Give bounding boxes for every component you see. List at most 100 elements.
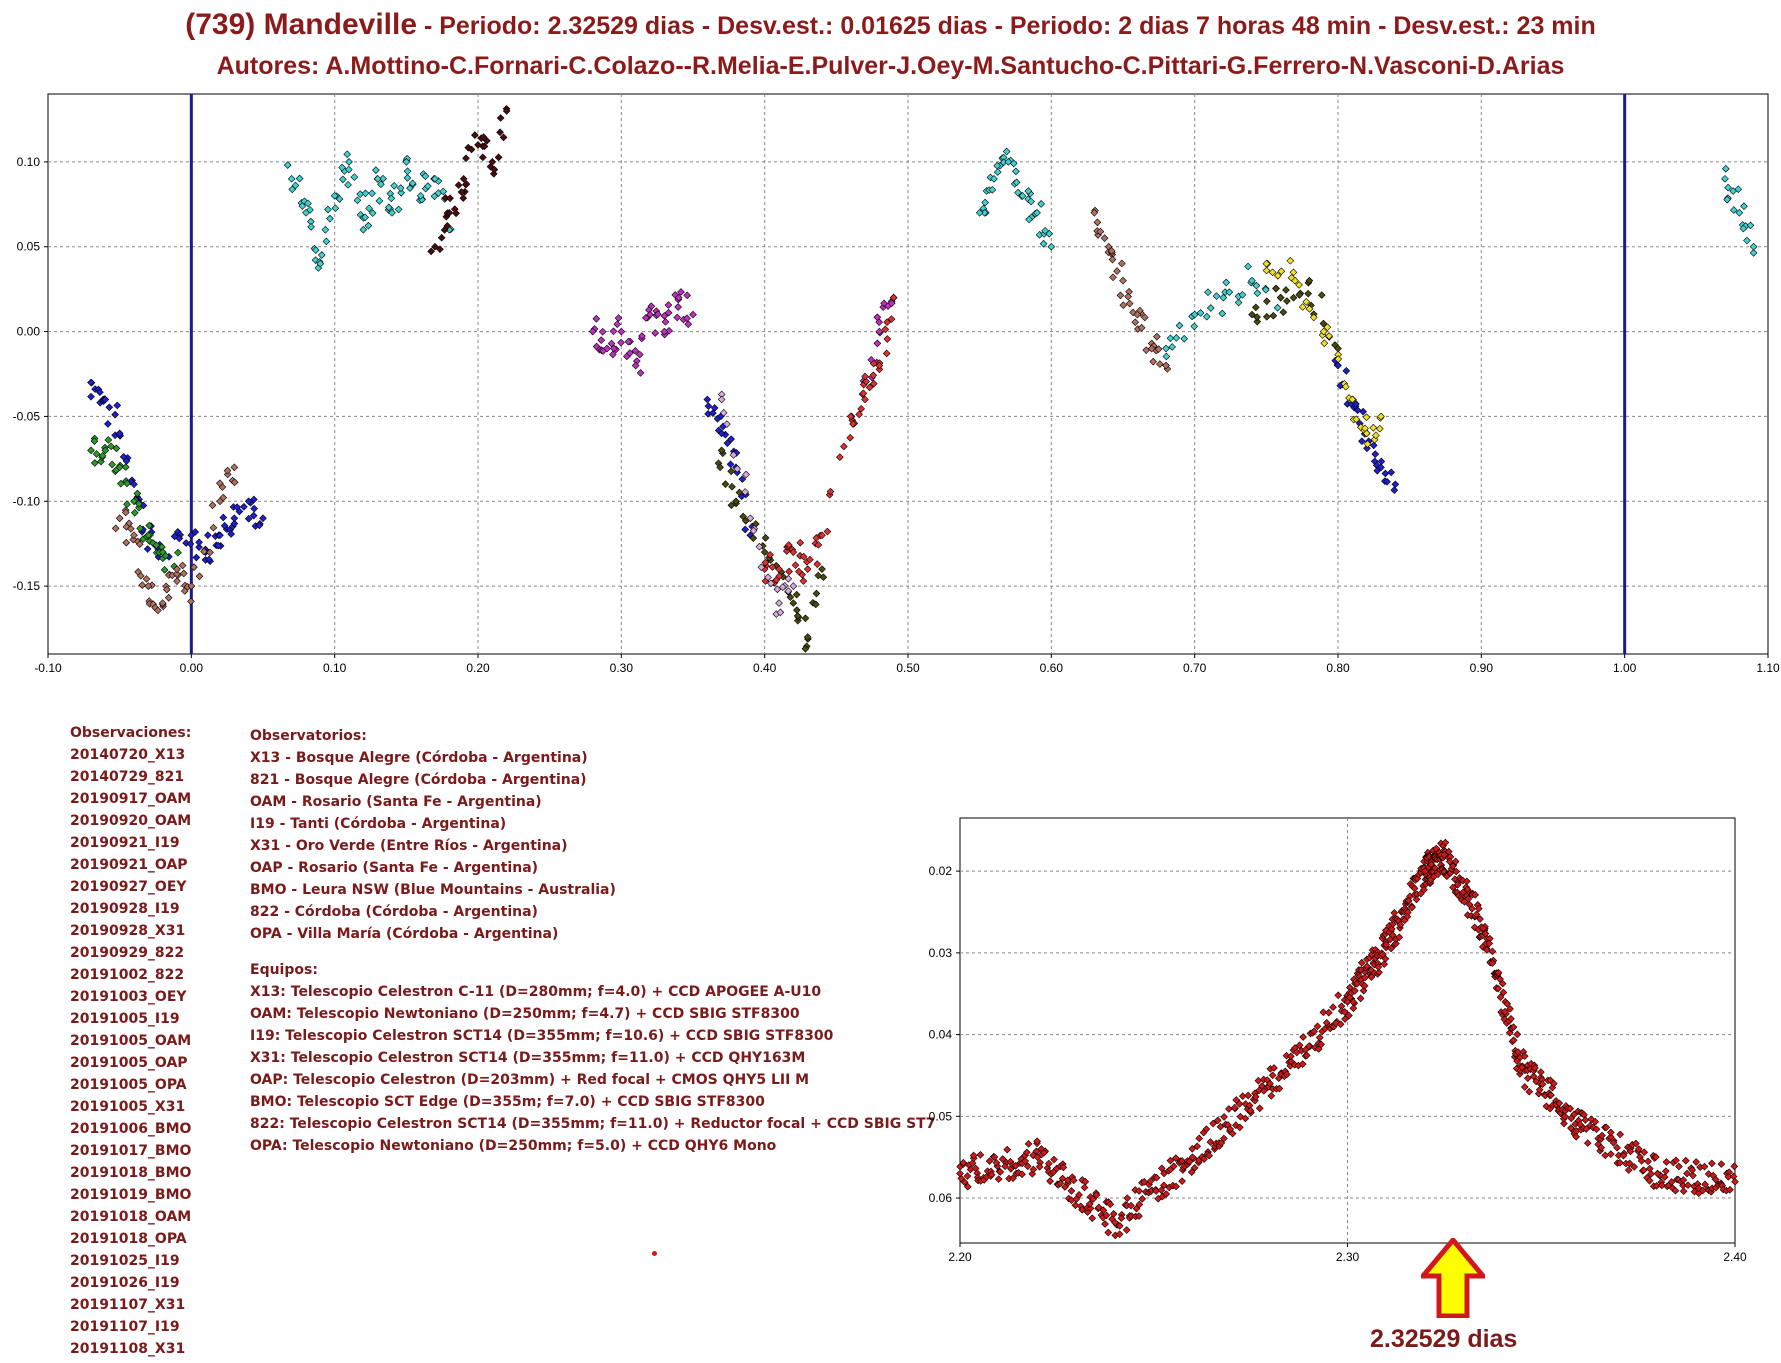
data-point xyxy=(987,1170,996,1179)
data-point xyxy=(1037,200,1045,208)
x-tick-label: 0.30 xyxy=(610,661,634,675)
data-point xyxy=(1390,909,1399,917)
data-point xyxy=(1078,1205,1086,1214)
data-point xyxy=(755,542,764,551)
data-point xyxy=(1024,195,1033,203)
equipment-heading: Equipos: xyxy=(250,962,318,978)
data-point xyxy=(1157,1186,1166,1195)
data-point xyxy=(1452,867,1461,876)
data-point xyxy=(1334,361,1342,370)
data-point xyxy=(111,410,119,419)
data-point xyxy=(1116,291,1125,300)
observatory-item: X13 - Bosque Alegre (Córdoba - Argentina… xyxy=(250,750,588,766)
data-point xyxy=(1630,1163,1638,1171)
y-tick-label: 0.03 xyxy=(929,946,953,960)
data-point xyxy=(489,169,498,178)
data-point xyxy=(344,180,352,189)
data-point xyxy=(1474,904,1483,913)
data-point xyxy=(613,320,622,329)
data-point xyxy=(178,561,187,570)
equipment-item: OAP: Telescopio Celestron (D=203mm) + Re… xyxy=(250,1072,810,1088)
data-point xyxy=(1449,862,1457,870)
data-point xyxy=(1268,1071,1277,1080)
data-point xyxy=(1276,293,1285,302)
equipment-item: OAM: Telescopio Newtoniano (D=250mm; f=4… xyxy=(250,1006,800,1022)
observation-item: 20190927_OEY xyxy=(70,879,187,895)
data-point xyxy=(855,410,863,419)
data-point xyxy=(1115,1230,1124,1239)
data-point xyxy=(104,420,112,428)
data-point xyxy=(364,221,373,230)
data-point xyxy=(1614,1151,1623,1160)
data-point xyxy=(990,1153,999,1161)
data-point xyxy=(1730,1162,1739,1171)
data-point xyxy=(1117,1214,1126,1222)
x-tick-label: 1.00 xyxy=(1613,661,1637,675)
data-point xyxy=(840,442,848,451)
data-point xyxy=(1262,266,1271,275)
data-point xyxy=(786,593,795,601)
data-point xyxy=(819,573,828,582)
data-point xyxy=(255,521,264,530)
data-point xyxy=(220,521,229,530)
data-point xyxy=(160,566,169,574)
data-point xyxy=(295,174,304,183)
data-point xyxy=(402,158,411,166)
data-point xyxy=(1255,1104,1264,1113)
data-series xyxy=(87,356,1400,566)
observation-item: 20191005_OAP xyxy=(70,1055,188,1071)
y-tick-label: 0.06 xyxy=(929,1191,953,1205)
data-point xyxy=(1361,973,1369,982)
data-point xyxy=(1262,259,1271,268)
data-point xyxy=(861,395,869,404)
data-point xyxy=(1535,1085,1544,1094)
data-point xyxy=(117,479,125,488)
data-point xyxy=(1204,288,1212,297)
data-point xyxy=(1119,276,1127,285)
data-point xyxy=(957,1174,966,1183)
data-point xyxy=(1255,1086,1263,1095)
data-point xyxy=(431,175,439,183)
observation-item: 20191003_OEY xyxy=(70,989,187,1005)
data-point xyxy=(1723,195,1731,204)
data-point xyxy=(985,1157,994,1165)
data-point xyxy=(1357,958,1366,967)
data-point xyxy=(459,175,468,183)
data-point xyxy=(778,583,787,591)
data-point xyxy=(1520,1083,1529,1091)
data-point xyxy=(1740,202,1748,211)
data-point xyxy=(661,318,670,326)
data-point xyxy=(614,314,623,322)
data-point xyxy=(1152,1173,1161,1182)
data-point xyxy=(1027,197,1035,206)
data-point xyxy=(345,165,353,174)
data-series xyxy=(956,838,1739,1240)
data-point xyxy=(1149,357,1157,366)
data-point xyxy=(384,203,393,212)
data-point xyxy=(283,161,292,169)
data-point xyxy=(375,197,384,205)
x-tick-label: 0.60 xyxy=(1040,661,1064,675)
observation-item: 20191018_BMO xyxy=(70,1165,192,1181)
data-point xyxy=(735,488,744,497)
data-point xyxy=(1131,318,1140,327)
data-point xyxy=(1109,273,1117,282)
data-point xyxy=(767,579,775,588)
data-point xyxy=(875,318,883,326)
data-point xyxy=(142,575,151,583)
data-point xyxy=(823,527,832,536)
data-point xyxy=(1349,998,1358,1006)
data-point xyxy=(1462,877,1471,886)
data-point xyxy=(416,191,425,200)
data-point xyxy=(617,338,625,347)
phase-light-curve-chart: -0.10 0.00 0.10 0.20 0.30 0.40 0.50 0.60 0.70 0.8… xyxy=(13,93,1780,675)
data-point xyxy=(1377,412,1385,421)
data-point xyxy=(992,1158,1001,1167)
data-point xyxy=(993,161,1002,170)
data-point xyxy=(115,463,124,472)
data-point xyxy=(1137,323,1146,332)
data-point xyxy=(1108,255,1117,264)
data-point xyxy=(1298,1060,1307,1068)
data-point xyxy=(729,451,738,459)
data-point xyxy=(1639,1166,1648,1175)
